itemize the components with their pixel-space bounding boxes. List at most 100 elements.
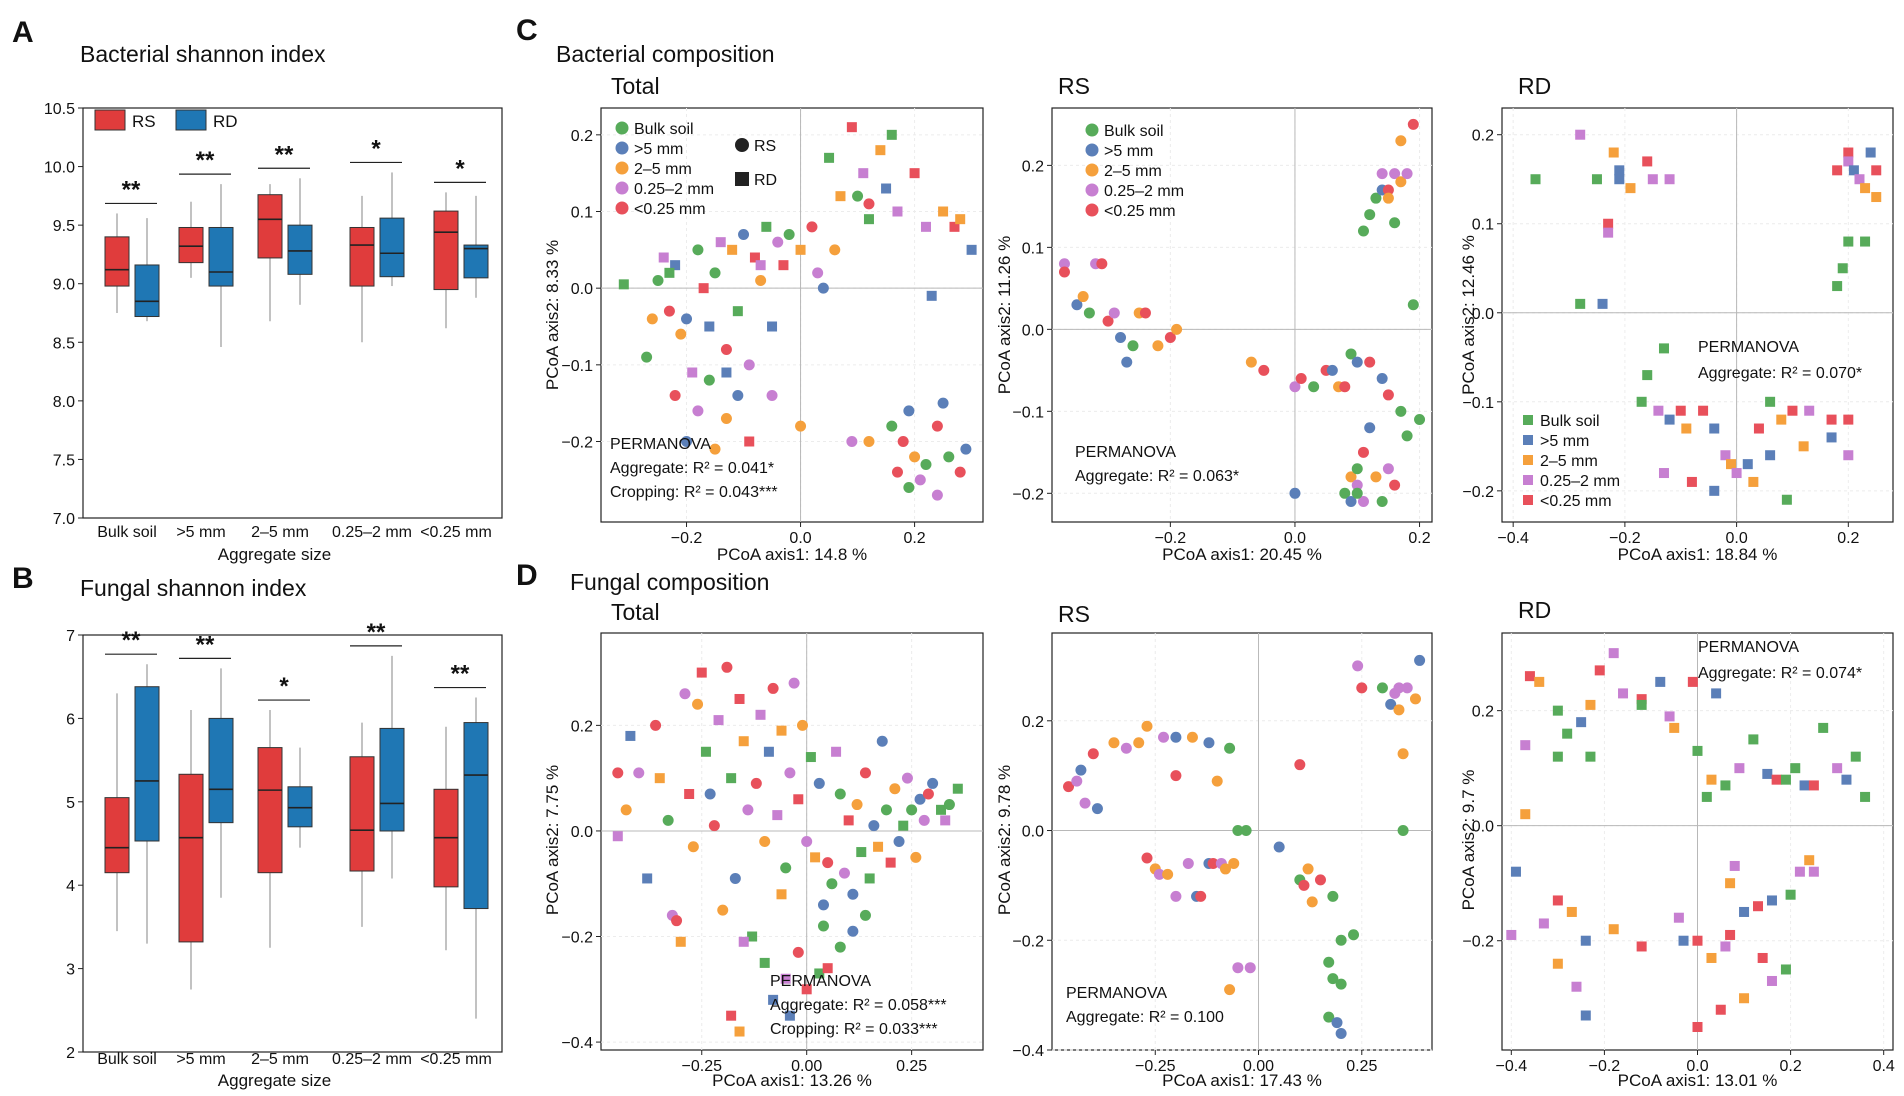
point-circle bbox=[784, 767, 796, 779]
point-square bbox=[886, 129, 897, 140]
point-square bbox=[822, 963, 833, 974]
y-tick-label: 0.0 bbox=[1022, 824, 1044, 841]
x-tick-label: −0.2 bbox=[671, 530, 703, 547]
point-circle bbox=[1382, 192, 1394, 204]
point-square bbox=[1832, 165, 1843, 176]
point-circle bbox=[906, 804, 918, 816]
point-circle bbox=[1345, 496, 1357, 508]
y-tick-label: 4 bbox=[66, 878, 75, 895]
box-rs bbox=[178, 773, 204, 943]
point-circle bbox=[914, 793, 926, 805]
point-circle bbox=[671, 915, 683, 927]
point-square bbox=[654, 773, 665, 784]
point-square bbox=[713, 715, 724, 726]
point-square bbox=[1826, 432, 1837, 443]
significance-label: ** bbox=[451, 661, 470, 688]
plot-frame bbox=[1051, 632, 1433, 1051]
point-square bbox=[1804, 405, 1815, 416]
y-axis-label: PCoA axis2: 9.7 % bbox=[1459, 770, 1478, 911]
x-tick-label: 0.0 bbox=[1725, 530, 1747, 547]
point-circle bbox=[792, 946, 804, 958]
point-square bbox=[793, 794, 804, 805]
point-square bbox=[1575, 298, 1586, 309]
point-circle bbox=[646, 313, 658, 325]
legend-marker bbox=[615, 161, 629, 175]
point-square bbox=[864, 873, 875, 884]
point-square bbox=[1658, 343, 1669, 354]
x-tick-label: Bulk soil bbox=[97, 1051, 157, 1068]
point-circle bbox=[1302, 863, 1314, 875]
legend-label: 0.25–2 mm bbox=[1540, 473, 1620, 490]
point-square bbox=[1603, 227, 1614, 238]
point-circle bbox=[669, 390, 681, 401]
point-square bbox=[1692, 745, 1703, 756]
point-circle bbox=[692, 244, 704, 256]
point-square bbox=[704, 321, 715, 332]
point-square bbox=[1591, 174, 1602, 185]
point-circle bbox=[1414, 414, 1426, 426]
point-square bbox=[1669, 722, 1680, 733]
point-circle bbox=[1077, 291, 1089, 303]
point-circle bbox=[612, 767, 624, 779]
box-rs bbox=[257, 194, 283, 259]
point-circle bbox=[817, 899, 829, 911]
x-axis-label: PCoA axis1: 14.8 % bbox=[717, 545, 867, 564]
legend-marker bbox=[1523, 435, 1533, 445]
legend-marker bbox=[615, 201, 629, 215]
point-square bbox=[1720, 450, 1731, 461]
point-square bbox=[1603, 218, 1614, 229]
legend-marker bbox=[1523, 475, 1533, 485]
point-square bbox=[1706, 774, 1717, 785]
point-circle bbox=[1393, 704, 1405, 716]
point-square bbox=[749, 252, 760, 263]
point-circle bbox=[1102, 315, 1114, 327]
point-square bbox=[759, 957, 770, 968]
x-tick-label: >5 mm bbox=[176, 1051, 225, 1068]
point-circle bbox=[1121, 356, 1133, 368]
point-square bbox=[1720, 780, 1731, 791]
point-square bbox=[696, 667, 707, 678]
point-square bbox=[738, 736, 749, 747]
y-tick-label: 0.1 bbox=[1472, 217, 1494, 234]
point-circle bbox=[863, 198, 875, 210]
point-circle bbox=[1224, 984, 1236, 996]
point-square bbox=[1585, 699, 1596, 710]
point-circle bbox=[838, 867, 850, 879]
point-square bbox=[1608, 924, 1619, 935]
box-rs bbox=[349, 756, 375, 872]
point-circle bbox=[692, 698, 704, 710]
point-square bbox=[1552, 705, 1563, 716]
point-square bbox=[1566, 906, 1577, 917]
y-tick-label: 7.0 bbox=[53, 511, 75, 528]
point-circle bbox=[743, 359, 755, 371]
point-circle bbox=[1335, 1028, 1347, 1040]
point-square bbox=[1753, 423, 1764, 434]
point-square bbox=[1575, 129, 1586, 140]
point-circle bbox=[750, 777, 762, 789]
box-rs bbox=[257, 747, 283, 874]
point-square bbox=[658, 252, 669, 263]
point-square bbox=[1808, 780, 1819, 791]
point-square bbox=[1709, 423, 1720, 434]
y-tick-label: 7 bbox=[66, 628, 75, 645]
point-circle bbox=[1401, 682, 1413, 694]
point-square bbox=[1832, 281, 1843, 292]
y-tick-label: 9.0 bbox=[53, 277, 75, 294]
point-circle bbox=[1389, 217, 1401, 229]
point-circle bbox=[1091, 803, 1103, 815]
point-circle bbox=[1376, 373, 1388, 385]
legend-swatch-rd bbox=[175, 109, 207, 131]
point-circle bbox=[1211, 775, 1223, 787]
y-tick-label: 0.0 bbox=[1472, 819, 1494, 836]
point-circle bbox=[729, 872, 741, 884]
point-circle bbox=[1382, 463, 1394, 475]
point-square bbox=[1706, 952, 1717, 963]
point-circle bbox=[1306, 896, 1318, 908]
point-circle bbox=[1133, 737, 1145, 749]
point-square bbox=[1709, 485, 1720, 496]
point-square bbox=[1552, 958, 1563, 969]
point-circle bbox=[1364, 422, 1376, 434]
legend-label: Bulk soil bbox=[1540, 413, 1600, 430]
point-circle bbox=[681, 313, 693, 325]
point-circle bbox=[1170, 770, 1182, 782]
